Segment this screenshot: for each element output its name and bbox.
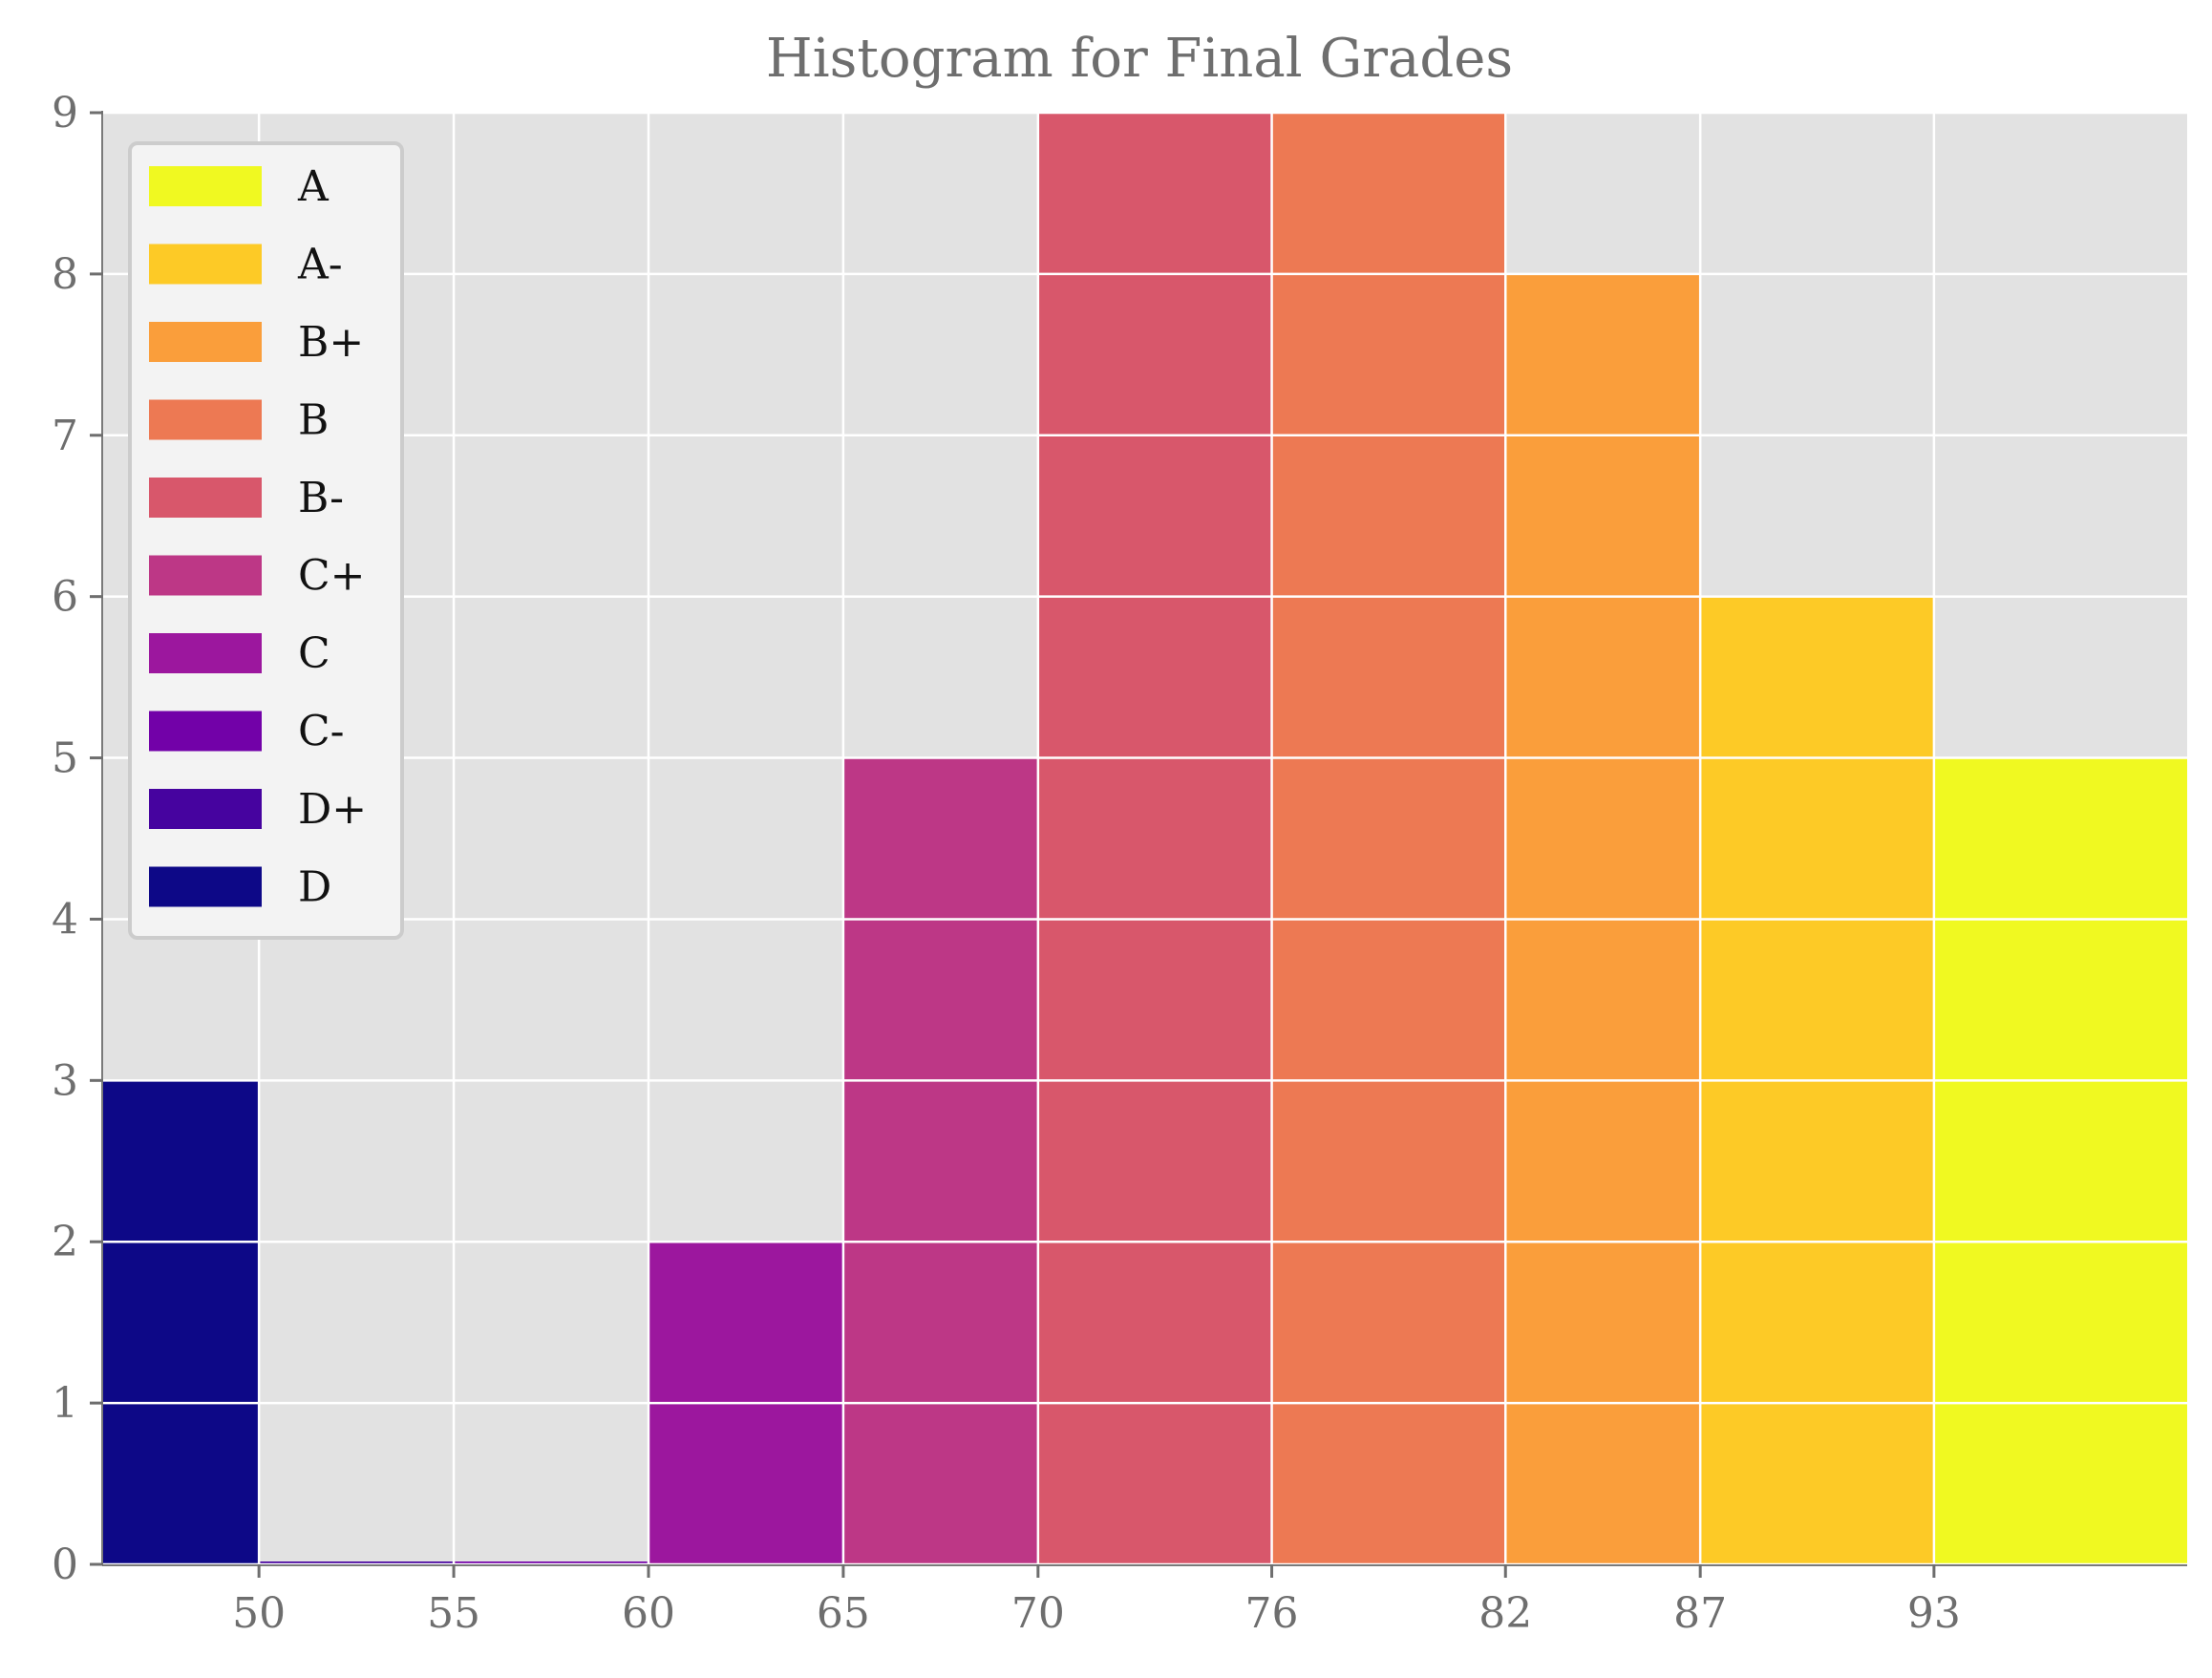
y-tick-label: 3 (52, 1056, 78, 1105)
y-tick-label: 7 (52, 412, 78, 460)
legend-swatch-B+ (149, 322, 262, 362)
legend-label: D+ (298, 785, 367, 834)
legend-label: C (298, 629, 330, 678)
y-tick-label: 6 (52, 573, 78, 622)
legend-label: B (298, 396, 329, 445)
legend-label: C+ (298, 552, 366, 601)
legend-swatch-C- (149, 711, 262, 752)
legend-label: C- (298, 708, 345, 756)
x-tick-label: 60 (622, 1589, 675, 1638)
histogram-bar-B (1271, 113, 1506, 1564)
histogram-bar-D+ (259, 1561, 455, 1564)
chart-title: Histogram for Final Grades (766, 28, 1513, 90)
legend: A A- B+ B B- C+ C C- D+ D (128, 141, 404, 940)
histogram-bar-C+ (842, 757, 1038, 1564)
legend-swatch-D (149, 866, 262, 907)
legend-swatch-A (149, 166, 262, 206)
x-tick-label: 82 (1478, 1589, 1532, 1638)
histogram-bar-A (1933, 757, 2187, 1564)
x-tick-label: 55 (427, 1589, 480, 1638)
x-tick-label: 65 (817, 1589, 870, 1638)
legend-label: A- (297, 241, 343, 289)
legend-label: A (297, 162, 330, 211)
legend-swatch-C+ (149, 555, 262, 596)
legend-swatch-C (149, 633, 262, 673)
x-tick-label: 87 (1673, 1589, 1727, 1638)
legend-swatch-B (149, 399, 262, 440)
legend-swatch-D+ (149, 789, 262, 829)
x-tick-label: 50 (232, 1589, 286, 1638)
x-tick-label: 93 (1907, 1589, 1961, 1638)
x-tick-label: 70 (1011, 1589, 1065, 1638)
y-tick-label: 5 (52, 734, 78, 783)
legend-label: B+ (298, 318, 364, 367)
y-tick-label: 9 (52, 89, 78, 138)
y-tick-label: 4 (52, 895, 78, 944)
histogram-bar-C- (454, 1561, 649, 1564)
y-tick-label: 1 (52, 1379, 78, 1428)
legend-swatch-A- (149, 244, 262, 285)
y-tick-label: 8 (52, 250, 78, 299)
y-tick-label: 0 (52, 1540, 78, 1589)
legend-label: D (298, 863, 331, 912)
legend-label: B- (298, 474, 344, 522)
histogram-bar-B- (1037, 113, 1272, 1564)
x-tick-label: 76 (1245, 1589, 1299, 1638)
histogram-bar-D (103, 1080, 260, 1564)
legend-swatch-B- (149, 478, 262, 518)
y-tick-label: 2 (52, 1218, 78, 1266)
